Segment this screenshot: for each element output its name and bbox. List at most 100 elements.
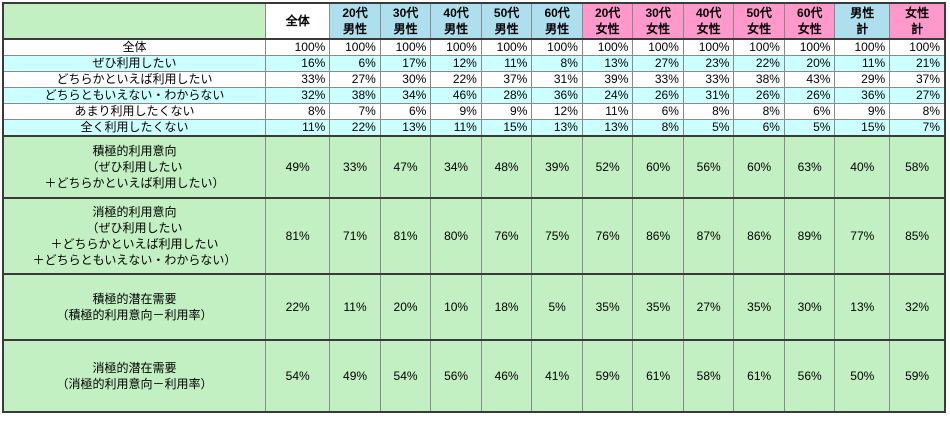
- value-cell: 86%: [733, 197, 785, 275]
- value-cell: 32%: [265, 87, 331, 104]
- value-cell: 22%: [430, 71, 482, 88]
- value-cell: 26%: [632, 87, 684, 104]
- value-cell: 8%: [889, 103, 946, 120]
- table-row: 消極的利用意向 （ぜひ利用したい ＋どちらかといえば利用したい ＋どちらともいえ…: [2, 197, 946, 275]
- value-cell: 6%: [632, 103, 684, 120]
- table-row: 全体 100% 100% 100% 100% 100% 100% 100% 100% 100% 10…: [2, 38, 946, 56]
- value-cell: 6%: [783, 103, 836, 120]
- value-cell: 61%: [733, 339, 785, 413]
- value-cell: 23%: [682, 55, 735, 72]
- value-cell: 100%: [581, 38, 634, 56]
- value-cell: 100%: [632, 38, 684, 56]
- value-cell: 58%: [889, 135, 946, 199]
- value-cell: 86%: [632, 197, 684, 275]
- value-cell: 16%: [265, 55, 331, 72]
- value-cell: 81%: [265, 197, 331, 275]
- column-header: 女性 計: [889, 2, 946, 40]
- table-header: 全体 20代 男性 30代 男性 40代 男性 50代 男性 60代 男性 20代 女性 30…: [2, 2, 946, 40]
- value-cell: 13%: [581, 119, 634, 137]
- value-cell: 52%: [581, 135, 634, 199]
- column-header: 60代 女性: [783, 2, 836, 40]
- value-cell: 18%: [480, 273, 533, 341]
- value-cell: 76%: [581, 197, 634, 275]
- survey-table: 全体 20代 男性 30代 男性 40代 男性 50代 男性 60代 男性 20代 女性 30…: [2, 2, 946, 413]
- row-label: あまり利用したくない: [2, 103, 267, 120]
- row-label: どちらともいえない・わからない: [2, 87, 267, 104]
- value-cell: 49%: [329, 339, 381, 413]
- value-cell: 29%: [834, 71, 891, 88]
- value-cell: 33%: [265, 71, 331, 88]
- value-cell: 77%: [834, 197, 891, 275]
- value-cell: 75%: [531, 197, 583, 275]
- value-cell: 100%: [733, 38, 785, 56]
- value-cell: 7%: [329, 103, 381, 120]
- value-cell: 13%: [379, 119, 432, 137]
- table-body: 全体 100% 100% 100% 100% 100% 100% 100% 100% 100% 10…: [2, 38, 946, 413]
- column-header: 50代 女性: [733, 2, 785, 40]
- value-cell: 27%: [632, 55, 684, 72]
- row-label: 全体: [2, 38, 267, 56]
- value-cell: 63%: [783, 135, 836, 199]
- value-cell: 100%: [834, 38, 891, 56]
- value-cell: 22%: [265, 273, 331, 341]
- value-cell: 35%: [733, 273, 785, 341]
- value-cell: 100%: [329, 38, 381, 56]
- row-label: 消極的利用意向 （ぜひ利用したい ＋どちらかといえば利用したい ＋どちらともいえ…: [2, 197, 267, 275]
- value-cell: 48%: [480, 135, 533, 199]
- value-cell: 30%: [379, 71, 432, 88]
- table-row: 消極的潜在需要 （消極的利用意向－利用率） 54% 49% 54% 56% 46% 41% 5…: [2, 339, 946, 413]
- value-cell: 59%: [581, 339, 634, 413]
- value-cell: 5%: [531, 273, 583, 341]
- value-cell: 8%: [632, 119, 684, 137]
- value-cell: 5%: [682, 119, 735, 137]
- value-cell: 56%: [682, 135, 735, 199]
- corner-cell: [2, 2, 267, 40]
- value-cell: 46%: [480, 339, 533, 413]
- value-cell: 49%: [265, 135, 331, 199]
- row-label: 全く利用したくない: [2, 119, 267, 137]
- value-cell: 27%: [329, 71, 381, 88]
- value-cell: 15%: [834, 119, 891, 137]
- value-cell: 43%: [783, 71, 836, 88]
- value-cell: 71%: [329, 197, 381, 275]
- value-cell: 20%: [783, 55, 836, 72]
- value-cell: 13%: [834, 273, 891, 341]
- value-cell: 100%: [889, 38, 946, 56]
- value-cell: 11%: [480, 55, 533, 72]
- value-cell: 100%: [682, 38, 735, 56]
- value-cell: 87%: [682, 197, 735, 275]
- value-cell: 85%: [889, 197, 946, 275]
- value-cell: 21%: [889, 55, 946, 72]
- value-cell: 28%: [480, 87, 533, 104]
- value-cell: 30%: [783, 273, 836, 341]
- value-cell: 36%: [834, 87, 891, 104]
- value-cell: 37%: [889, 71, 946, 88]
- value-cell: 22%: [733, 55, 785, 72]
- value-cell: 24%: [581, 87, 634, 104]
- value-cell: 100%: [265, 38, 331, 56]
- value-cell: 11%: [430, 119, 482, 137]
- value-cell: 37%: [480, 71, 533, 88]
- value-cell: 100%: [430, 38, 482, 56]
- value-cell: 54%: [265, 339, 331, 413]
- value-cell: 89%: [783, 197, 836, 275]
- value-cell: 13%: [581, 55, 634, 72]
- value-cell: 11%: [329, 273, 381, 341]
- column-header: 50代 男性: [480, 2, 533, 40]
- value-cell: 40%: [834, 135, 891, 199]
- value-cell: 22%: [329, 119, 381, 137]
- value-cell: 100%: [379, 38, 432, 56]
- value-cell: 50%: [834, 339, 891, 413]
- value-cell: 15%: [480, 119, 533, 137]
- value-cell: 46%: [430, 87, 482, 104]
- value-cell: 80%: [430, 197, 482, 275]
- value-cell: 39%: [531, 135, 583, 199]
- value-cell: 38%: [329, 87, 381, 104]
- value-cell: 100%: [480, 38, 533, 56]
- value-cell: 8%: [733, 103, 785, 120]
- value-cell: 33%: [329, 135, 381, 199]
- column-header: 20代 男性: [329, 2, 381, 40]
- value-cell: 34%: [379, 87, 432, 104]
- value-cell: 10%: [430, 273, 482, 341]
